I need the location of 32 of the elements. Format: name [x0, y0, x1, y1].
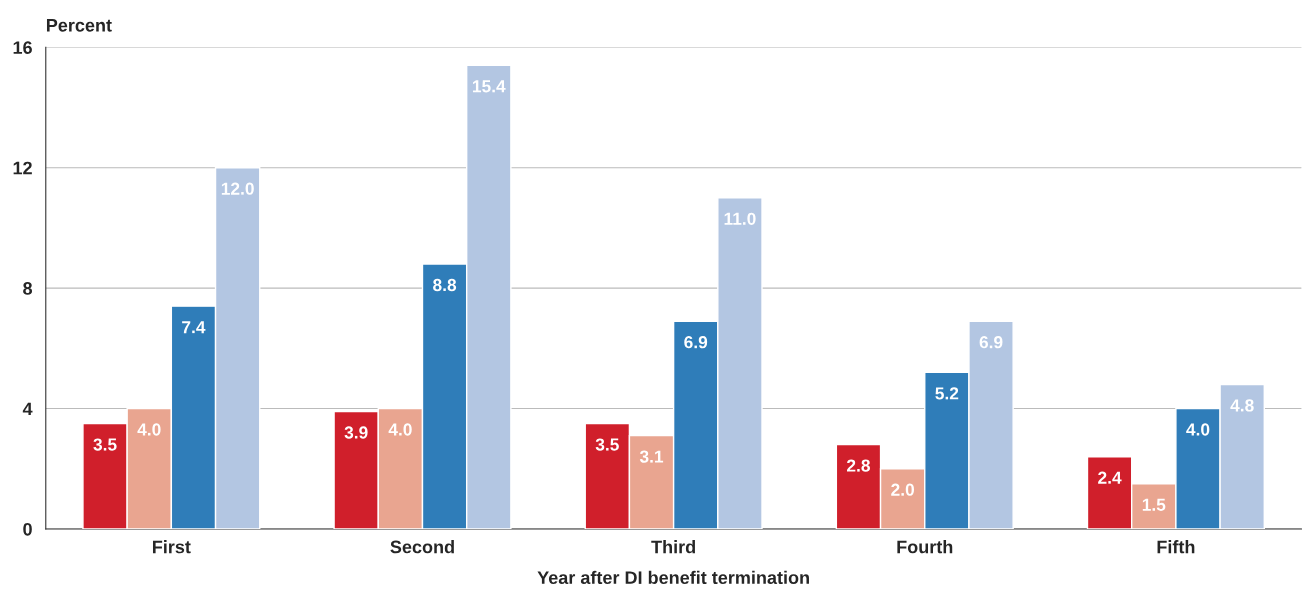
x-tick-label: First	[152, 540, 191, 554]
data-label: 3.1	[639, 450, 664, 463]
y-tick-label: 16	[13, 41, 32, 54]
x-tick-label: Fifth	[1157, 540, 1195, 554]
y-tick-label: 12	[13, 161, 32, 175]
data-label: 15.4	[472, 80, 506, 93]
x-tick-label: Second	[390, 540, 454, 554]
data-label: 2.8	[846, 459, 870, 472]
data-label: 12.0	[221, 182, 254, 195]
y-axis-title: Percent	[46, 19, 112, 32]
data-label: 4.0	[137, 423, 161, 436]
data-label: 1.5	[1142, 498, 1166, 511]
data-label: 3.5	[595, 438, 619, 451]
data-label: 4.8	[1230, 399, 1254, 412]
data-label: 4.0	[1186, 423, 1210, 436]
data-label: 5.2	[935, 387, 959, 400]
x-axis-title: Year after DI benefit termination	[537, 570, 809, 585]
y-tick-label: 4	[22, 402, 33, 416]
data-label: 8.8	[433, 278, 457, 292]
data-label: 2.0	[891, 483, 915, 496]
data-label: 6.9	[979, 336, 1003, 349]
data-label: 3.5	[93, 438, 117, 451]
data-label: 7.4	[182, 321, 206, 334]
y-tick-label: 8	[23, 282, 33, 295]
x-tick-label: Third	[651, 540, 695, 554]
y-tick-label: 0	[23, 522, 32, 536]
data-label: 11.0	[724, 212, 756, 225]
data-label: 6.9	[684, 336, 708, 349]
data-label: 3.9	[344, 426, 368, 439]
data-label: 4.0	[388, 423, 412, 436]
x-tick-label: Fourth	[897, 540, 953, 554]
data-label: 2.4	[1098, 471, 1122, 484]
